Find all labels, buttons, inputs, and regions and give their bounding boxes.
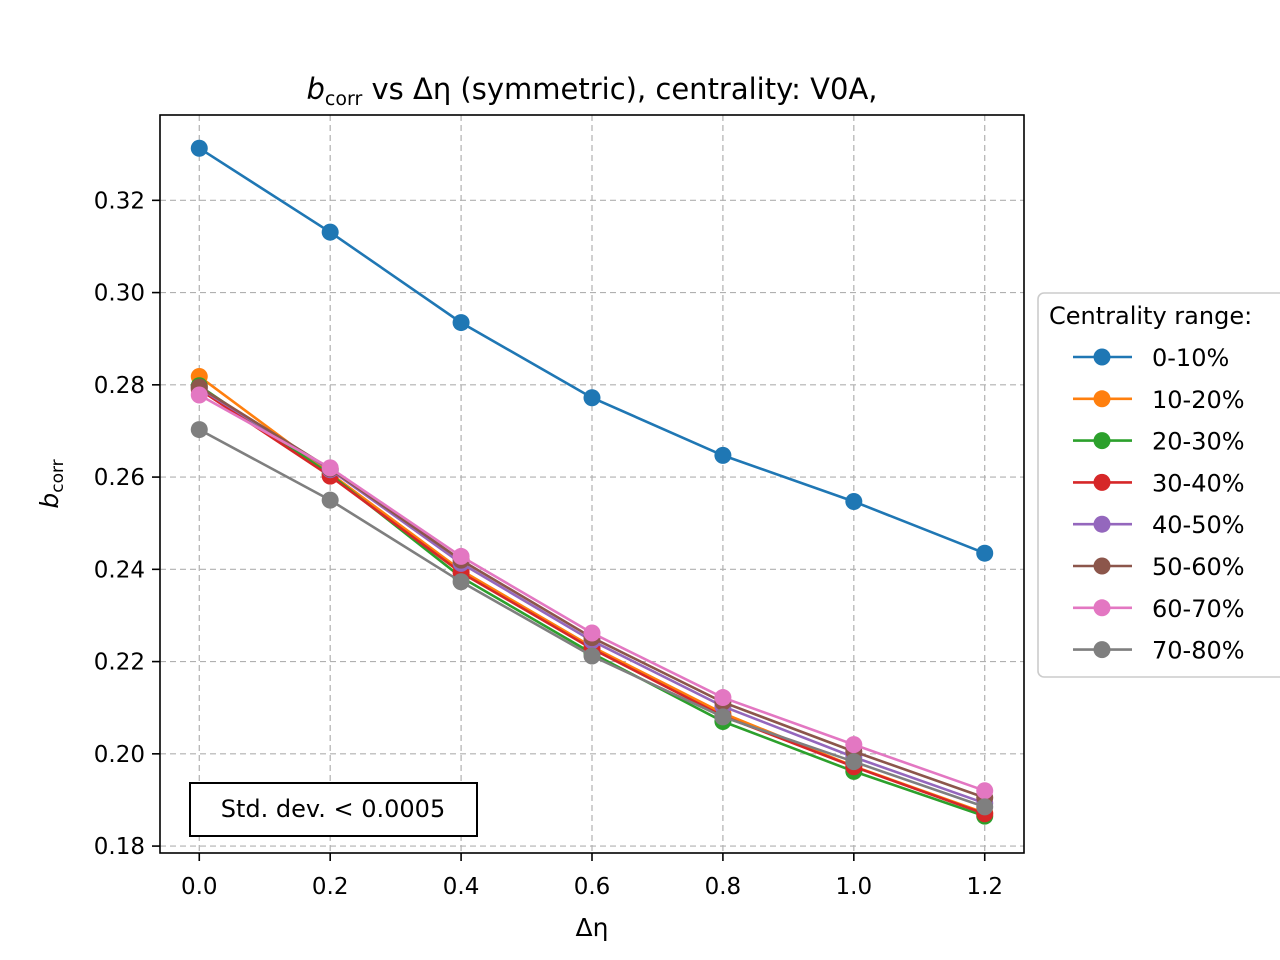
legend-marker: [1093, 641, 1111, 659]
legend-marker: [1093, 515, 1111, 533]
x-tick-label: 0.0: [181, 874, 218, 900]
legend-marker: [1093, 599, 1111, 617]
data-point: [976, 798, 994, 816]
series-layer: [190, 139, 994, 825]
y-tick-label: 0.18: [94, 834, 145, 860]
series-70-80pct: [190, 421, 994, 816]
legend-label: 70-80%: [1152, 637, 1245, 665]
x-axis-label: Δη: [576, 913, 609, 942]
legend-entry: 40-50%: [1073, 511, 1245, 539]
data-point: [583, 624, 601, 642]
legend-label: 0-10%: [1152, 344, 1229, 372]
data-point: [714, 689, 732, 707]
legend-label: 40-50%: [1152, 511, 1245, 539]
legend-marker: [1093, 348, 1111, 366]
data-point: [452, 314, 470, 332]
data-point: [321, 459, 339, 477]
y-tick-label: 0.28: [94, 373, 145, 399]
data-point: [714, 446, 732, 464]
chart-title: bcorr vs Δη (symmetric), centrality: V0A…: [306, 72, 877, 110]
y-axis-label: bcorr: [35, 459, 68, 508]
legend-title: Centrality range:: [1049, 302, 1252, 330]
annotation-box: [189, 782, 478, 837]
x-axis: 0.0 0.2 0.4 0.6 0.8 1.0 1.2: [181, 853, 1003, 900]
annotation-text: Std. dev. < 0.0005: [221, 795, 445, 823]
x-tick-label: 1.2: [966, 874, 1003, 900]
legend-entry: 30-40%: [1073, 469, 1245, 497]
x-tick-label: 0.6: [574, 874, 611, 900]
legend-marker: [1093, 390, 1111, 408]
legend-marker: [1093, 473, 1111, 491]
data-point: [190, 139, 208, 157]
legend-marker: [1093, 432, 1111, 450]
data-point: [321, 223, 339, 241]
y-tick-label: 0.24: [94, 557, 145, 583]
legend-entry: 60-70%: [1073, 595, 1245, 623]
y-tick-label: 0.22: [94, 650, 145, 676]
y-tick-label: 0.30: [94, 281, 145, 307]
data-point: [190, 421, 208, 439]
series-60-70pct: [190, 386, 994, 800]
legend-label: 50-60%: [1152, 553, 1245, 581]
y-tick-label: 0.32: [94, 188, 145, 214]
x-tick-label: 0.2: [312, 874, 349, 900]
title-symbol: b: [306, 72, 324, 106]
legend-entry: 0-10%: [1073, 344, 1229, 372]
data-point: [845, 753, 863, 771]
y-axis: 0.18 0.20 0.22 0.24 0.26 0.28 0.30 0.32: [94, 188, 160, 860]
x-tick-label: 0.4: [443, 874, 480, 900]
y-label-symbol: b: [35, 493, 64, 509]
data-point: [452, 573, 470, 591]
series-0-10pct: [190, 139, 994, 562]
x-tick-label: 1.0: [836, 874, 873, 900]
legend-label: 20-30%: [1152, 428, 1245, 456]
x-tick-label: 0.8: [705, 874, 742, 900]
legend-frame: [1037, 292, 1280, 678]
data-point: [190, 386, 208, 404]
data-point: [845, 736, 863, 754]
legend-entry: 10-20%: [1073, 386, 1245, 414]
data-point: [845, 493, 863, 511]
legend: Centrality range: 0-10% 10-20% 20-30% 30-40…: [1037, 292, 1280, 678]
data-point: [583, 647, 601, 665]
legend-items: 0-10% 10-20% 20-30% 30-40% 40-50% 50-60% 60-70…: [1073, 344, 1245, 665]
legend-label: 60-70%: [1152, 595, 1245, 623]
data-point: [583, 389, 601, 407]
y-tick-label: 0.26: [94, 465, 145, 491]
data-point: [976, 782, 994, 800]
data-point: [321, 491, 339, 509]
legend-entry: 50-60%: [1073, 553, 1245, 581]
y-tick-label: 0.20: [94, 742, 145, 768]
data-point: [714, 708, 732, 726]
legend-marker: [1093, 557, 1111, 575]
title-subscript: corr: [325, 88, 363, 110]
y-label-subscript: corr: [48, 459, 68, 492]
legend-label: 10-20%: [1152, 386, 1245, 414]
title-rest: vs Δη (symmetric), centrality: V0A,: [362, 72, 877, 106]
std-dev-annotation: Std. dev. < 0.0005: [189, 782, 478, 837]
legend-label: 30-40%: [1152, 469, 1245, 497]
data-point: [976, 544, 994, 562]
data-point: [452, 547, 470, 565]
legend-entry: 70-80%: [1073, 637, 1245, 665]
legend-entry: 20-30%: [1073, 428, 1245, 456]
